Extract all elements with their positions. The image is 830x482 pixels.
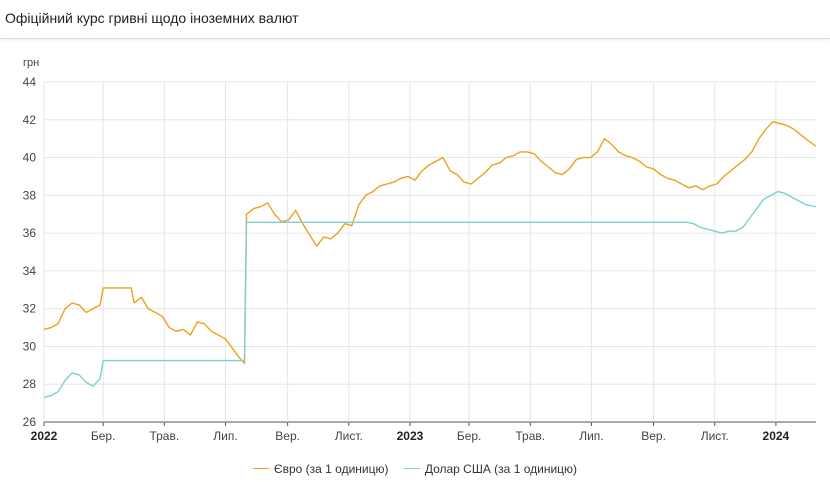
y-tick-label: 44 xyxy=(23,75,37,89)
series-line-euro xyxy=(43,121,817,365)
y-tick-label: 26 xyxy=(23,415,37,429)
x-tick-label: Лист. xyxy=(335,429,363,443)
y-axis: грн 26 28 30 32 34 36 38 40 42 44 xyxy=(23,57,40,429)
y-tick-label: 38 xyxy=(23,188,37,202)
x-tick-label: Лип. xyxy=(579,429,603,443)
x-axis: 2022 Бер. Трав. Лип. Вер. Лист. 2023 Бер. Трав. Л… xyxy=(31,429,790,443)
x-tick-label: 2023 xyxy=(397,429,424,443)
x-tick-label: Лип. xyxy=(213,429,237,443)
x-tick-label: 2022 xyxy=(31,429,58,443)
x-tick-label: Вер. xyxy=(641,429,666,443)
x-tick-label: Трав. xyxy=(515,429,545,443)
y-tick-label: 40 xyxy=(23,151,37,165)
x-tick-label: Бер. xyxy=(457,429,482,443)
legend-label-usd: Долар США (за 1 одиницю) xyxy=(424,461,578,476)
x-tick-label: Бер. xyxy=(91,429,116,443)
legend: Євро (за 1 одиницю) Долар США (за 1 один… xyxy=(0,458,830,476)
legend-item-usd[interactable]: Долар США (за 1 одиницю) xyxy=(403,461,578,476)
legend-swatch-euro xyxy=(252,468,269,469)
y-tick-label: 30 xyxy=(23,339,37,353)
series-line-usd xyxy=(43,190,817,399)
x-tick-label: Лист. xyxy=(701,429,729,443)
chart-title: Офіційний курс гривні щодо іноземних вал… xyxy=(5,10,299,26)
legend-item-euro[interactable]: Євро (за 1 одиницю) xyxy=(252,461,389,476)
y-tick-label: 32 xyxy=(23,302,37,316)
y-tick-label: 36 xyxy=(23,226,37,240)
y-tick-label: 34 xyxy=(23,264,37,278)
y-axis-unit-label: грн xyxy=(23,57,39,69)
series-lines xyxy=(43,121,817,399)
title-bar: Офіційний курс гривні щодо іноземних вал… xyxy=(0,0,830,39)
x-tick-label: Вер. xyxy=(275,429,300,443)
y-tick-label: 28 xyxy=(23,377,37,391)
grid xyxy=(43,81,816,426)
y-tick-label: 42 xyxy=(23,113,37,127)
x-tick-label: 2024 xyxy=(763,429,790,443)
legend-label-euro: Євро (за 1 одиницю) xyxy=(273,461,389,476)
x-tick-label: Трав. xyxy=(149,429,179,443)
legend-swatch-usd xyxy=(403,468,420,469)
